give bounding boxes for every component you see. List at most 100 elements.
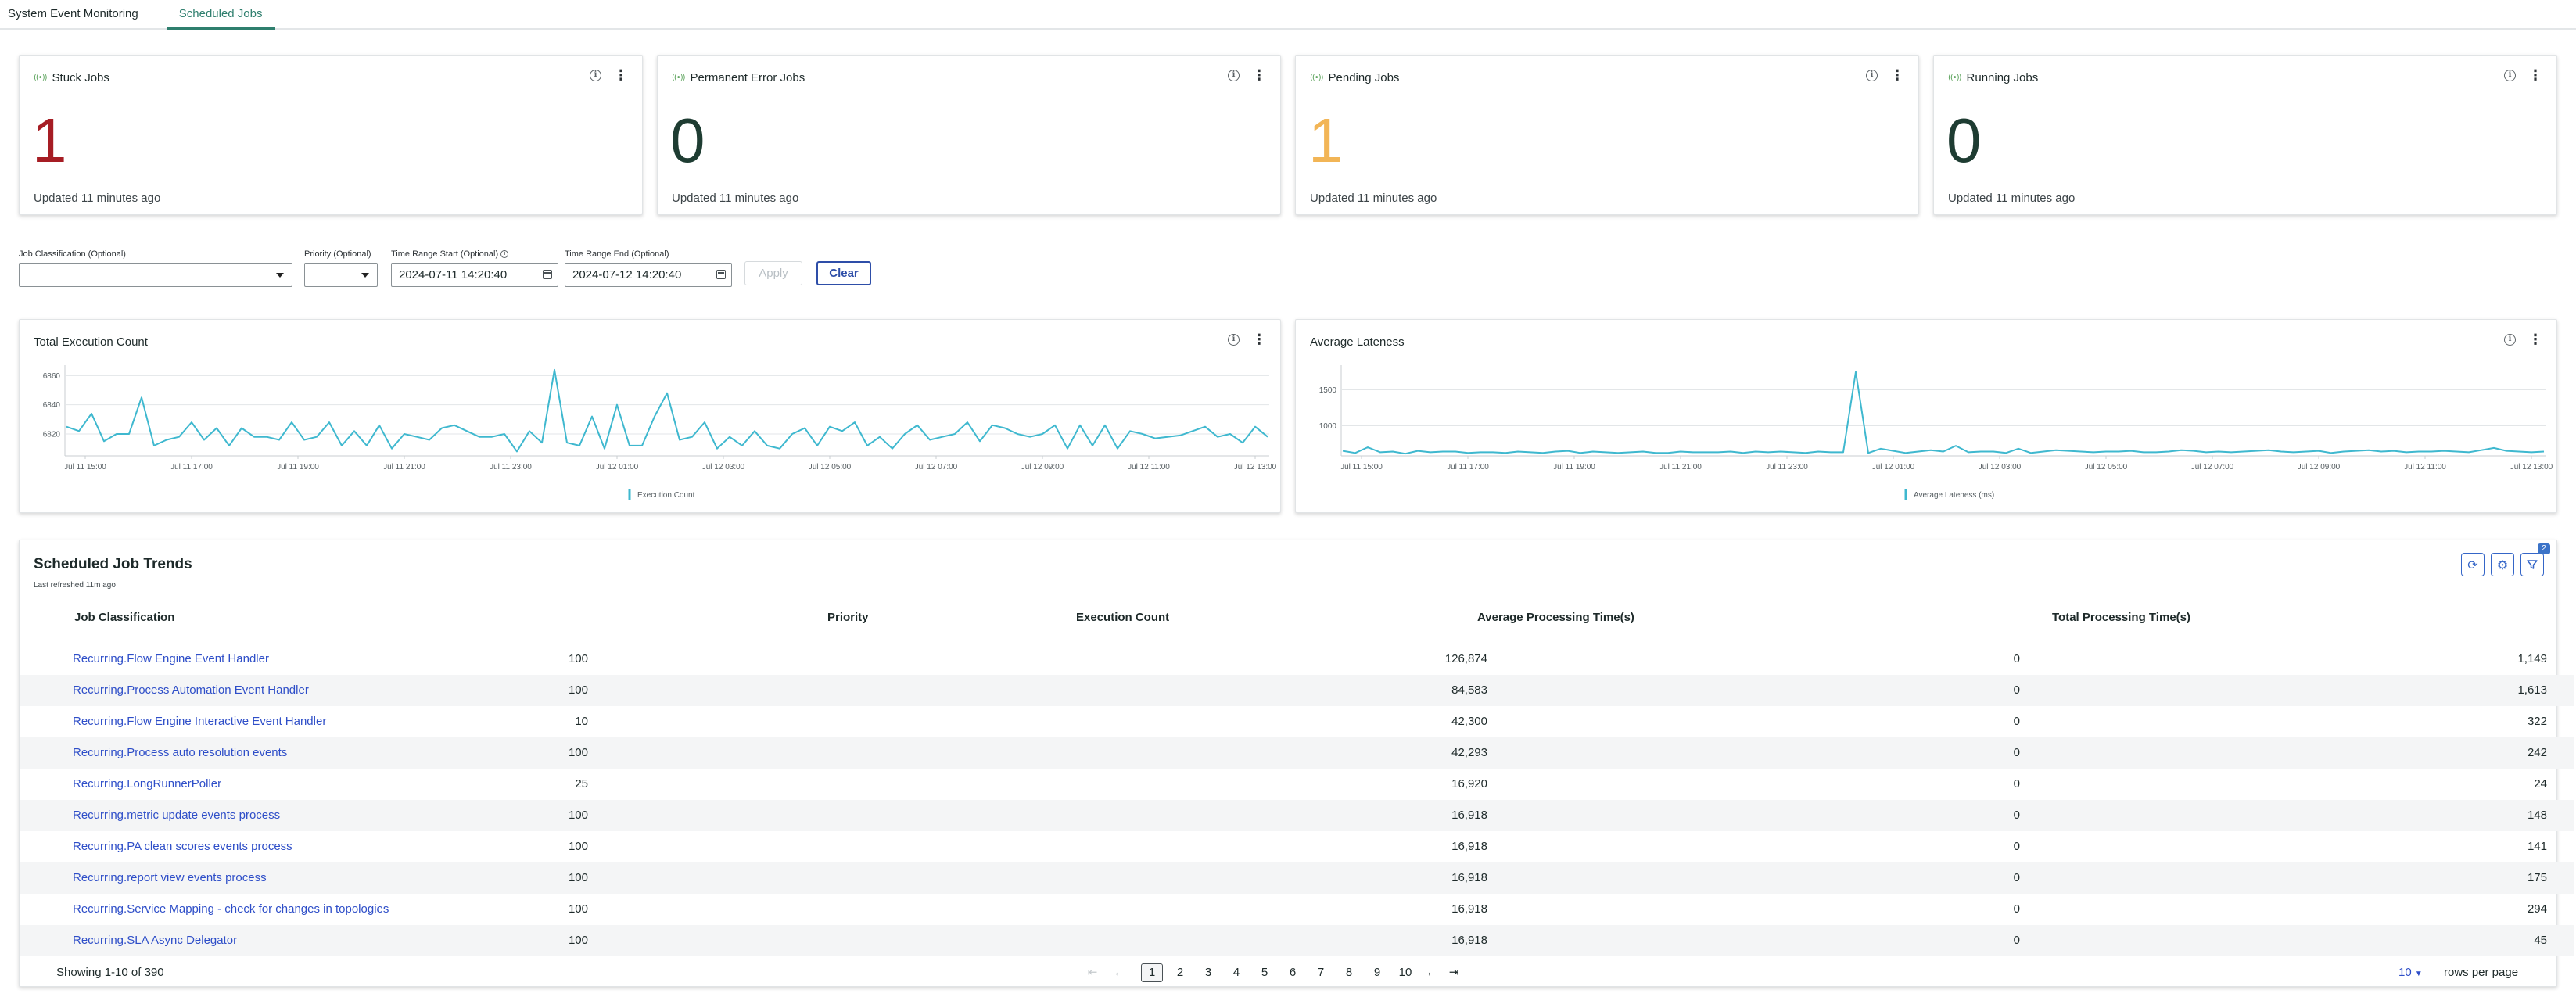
page-button[interactable]: 7 — [1317, 966, 1325, 979]
series-line[interactable] — [66, 368, 1268, 453]
y-tick-label: 6860 — [43, 372, 61, 381]
job-classification-link[interactable]: Recurring.Service Mapping - check for ch… — [73, 902, 389, 916]
job-classification-label: Job Classification (Optional) — [19, 249, 126, 259]
kpi-value[interactable]: 0 — [670, 106, 705, 175]
page-button[interactable]: 2 — [1176, 966, 1184, 979]
column-header-average-processing-time[interactable]: Average Processing Time(s) — [1477, 611, 1634, 624]
prev-page-button[interactable]: ← — [1113, 966, 1125, 979]
x-tick-label: Jul 11 23:00 — [490, 463, 532, 472]
job-classification-link[interactable]: Recurring.Process auto resolution events — [73, 746, 288, 759]
kpi-updated: Updated 11 minutes ago — [1310, 192, 1437, 205]
kpi-value[interactable]: 1 — [32, 106, 67, 175]
page-button[interactable]: 10 — [1398, 966, 1412, 979]
table-row: Recurring.LongRunnerPoller 25 16,920 0 24 — [20, 769, 2574, 800]
info-icon[interactable]: i — [1228, 70, 1240, 81]
page-button[interactable]: 9 — [1373, 966, 1381, 979]
job-classification-link[interactable]: Recurring.Process Automation Event Handl… — [73, 683, 309, 697]
priority-select[interactable] — [304, 263, 378, 287]
calendar-icon[interactable] — [543, 270, 552, 279]
page-button[interactable]: 6 — [1289, 966, 1297, 979]
total-processing-time-cell: 1,149 — [2517, 652, 2547, 665]
page-button[interactable]: 8 — [1345, 966, 1353, 979]
job-classification-link[interactable]: Recurring.Flow Engine Event Handler — [73, 652, 269, 665]
kebab-menu-icon[interactable]: ⋮ — [2528, 67, 2542, 84]
time-start-value: 2024-07-11 14:20:40 — [399, 268, 508, 281]
next-page-button[interactable]: → — [1421, 966, 1433, 979]
filter-button[interactable] — [2520, 553, 2544, 576]
y-tick-label: 1500 — [1319, 386, 1337, 395]
kebab-menu-icon[interactable]: ⋮ — [2528, 332, 2542, 348]
job-classification-link[interactable]: Recurring.report view events process — [73, 871, 267, 884]
column-header-job-classification[interactable]: Job Classification — [74, 611, 175, 624]
rows-per-page-select[interactable]: 10 ▼ — [2398, 966, 2423, 979]
x-tick-label: Jul 12 01:00 — [1872, 463, 1915, 472]
column-header-priority[interactable]: Priority — [827, 611, 869, 624]
x-tick-label: Jul 12 09:00 — [1021, 463, 1064, 472]
refresh-button[interactable]: ⟳ — [2461, 553, 2485, 576]
average-lateness-chart: 1000 1500 Jul 11 15:00 Jul 11 17:00 Jul 11 1… — [1319, 365, 2553, 500]
apply-button[interactable]: Apply — [744, 261, 802, 285]
signal-icon: ((•)) — [34, 74, 47, 82]
last-page-button[interactable]: ⇥ — [1448, 966, 1459, 979]
settings-button[interactable]: ⚙ — [2491, 553, 2514, 576]
x-tick-label: Jul 12 09:00 — [2298, 463, 2341, 472]
job-classification-link[interactable]: Recurring.Flow Engine Interactive Event … — [73, 715, 327, 728]
kebab-menu-icon[interactable]: ⋮ — [1252, 332, 1266, 348]
average-processing-time-cell: 0 — [2013, 934, 2020, 947]
job-classification-link[interactable]: Recurring.metric update events process — [73, 809, 281, 822]
column-header-total-processing-time[interactable]: Total Processing Time(s) — [2052, 611, 2190, 624]
calendar-icon[interactable] — [716, 270, 726, 279]
execution-count-cell: 16,918 — [1451, 934, 1487, 947]
job-classification-link[interactable]: Recurring.LongRunnerPoller — [73, 777, 222, 791]
time-start-label: Time Range Start (Optional) i — [391, 249, 509, 259]
info-icon[interactable]: i — [1228, 334, 1240, 346]
page-button[interactable]: 5 — [1261, 966, 1268, 979]
priority-cell: 100 — [568, 934, 588, 947]
priority-cell: 100 — [568, 871, 588, 884]
average-processing-time-cell: 0 — [2013, 746, 2020, 759]
legend-label[interactable]: Execution Count — [637, 491, 695, 500]
kpi-updated: Updated 11 minutes ago — [1948, 192, 2076, 205]
gear-icon: ⚙ — [2496, 557, 2509, 572]
legend-label[interactable]: Average Lateness (ms) — [1914, 491, 1994, 500]
page-button[interactable]: 3 — [1204, 966, 1212, 979]
execution-count-cell: 16,918 — [1451, 902, 1487, 916]
job-classification-select[interactable] — [19, 263, 292, 287]
time-start-input[interactable]: 2024-07-11 14:20:40 — [391, 263, 558, 287]
info-icon[interactable]: i — [590, 70, 601, 81]
total-processing-time-cell: 242 — [2527, 746, 2547, 759]
kpi-value[interactable]: 0 — [1946, 106, 1982, 175]
first-page-button[interactable]: ⇤ — [1087, 966, 1098, 979]
kebab-menu-icon[interactable]: ⋮ — [1890, 67, 1904, 84]
x-tick-label: Jul 12 01:00 — [596, 463, 639, 472]
info-icon[interactable]: i — [1866, 70, 1878, 81]
kebab-menu-icon[interactable]: ⋮ — [1252, 67, 1266, 84]
info-icon[interactable]: i — [2504, 70, 2516, 81]
info-icon[interactable]: i — [2504, 334, 2516, 346]
x-tick-label: Jul 12 07:00 — [915, 463, 958, 472]
column-header-execution-count[interactable]: Execution Count — [1076, 611, 1170, 624]
clear-button[interactable]: Clear — [816, 261, 871, 285]
page-button[interactable]: 1 — [1141, 963, 1163, 982]
average-processing-time-cell: 0 — [2013, 902, 2020, 916]
tab-system-event-monitoring[interactable]: System Event Monitoring — [8, 7, 138, 20]
kebab-menu-icon[interactable]: ⋮ — [614, 67, 628, 84]
page-button[interactable]: 4 — [1232, 966, 1240, 979]
rows-per-page-label: rows per page — [2444, 966, 2519, 979]
kpi-value[interactable]: 1 — [1308, 106, 1344, 175]
series-line[interactable] — [1342, 371, 2545, 455]
job-classification-link[interactable]: Recurring.SLA Async Delegator — [73, 934, 238, 947]
x-tick-label: Jul 11 17:00 — [1447, 463, 1489, 472]
chevron-down-icon — [361, 273, 369, 278]
total-processing-time-cell: 45 — [2534, 934, 2547, 947]
kpi-card-stuck-jobs: ((•)) Stuck Jobs i ⋮ 1 Updated 11 minutes … — [19, 55, 643, 215]
time-end-input[interactable]: 2024-07-12 14:20:40 — [565, 263, 732, 287]
priority-cell: 100 — [568, 683, 588, 697]
average-processing-time-cell: 0 — [2013, 777, 2020, 791]
job-classification-link[interactable]: Recurring.PA clean scores events process — [73, 840, 292, 853]
kpi-card-permanent-error-jobs: ((•)) Permanent Error Jobs i ⋮ 0 Updated 1… — [657, 55, 1281, 215]
x-tick-label: Jul 12 03:00 — [702, 463, 745, 472]
info-icon[interactable]: i — [500, 250, 509, 259]
refresh-icon: ⟳ — [2467, 557, 2478, 572]
tab-scheduled-jobs[interactable]: Scheduled Jobs — [166, 7, 275, 30]
